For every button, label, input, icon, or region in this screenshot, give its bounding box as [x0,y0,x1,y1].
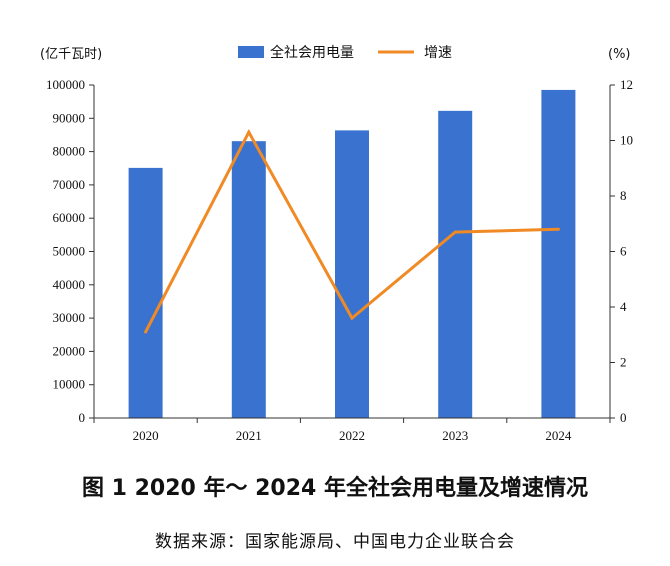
bar [335,130,369,419]
y-tick-label-right: 2 [620,355,627,370]
growth-point [144,330,148,334]
legend-label-bar: 全社会用电量 [270,44,354,61]
y-axis-left-label: (亿千瓦时) [40,47,102,62]
legend-label-line: 增速 [424,45,452,61]
y-tick-label-left: 80000 [53,144,86,159]
x-tick-label: 2024 [545,428,572,443]
y-tick-label-right: 12 [620,77,633,92]
bar [438,110,473,419]
data-source: 数据来源：国家能源局、中国电力企业联合会 [155,532,515,552]
plot-area: 0 10000 20000 30000 40000 50000 60000 70000 8000… [46,77,633,443]
growth-point [556,227,560,231]
legend: 全社会用电量 增速 [238,44,452,61]
y-tick-label-left: 50000 [53,244,86,259]
y-tick-label-left: 30000 [53,310,86,325]
x-tick-label: 2021 [236,428,262,443]
y-tick-label-right: 0 [620,410,627,425]
x-tick-label: 2020 [133,428,159,443]
y-tick-label-left: 60000 [53,210,86,225]
growth-point [350,316,354,320]
y-tick-label-left: 0 [79,410,86,425]
y-tick-label-left: 70000 [53,177,86,192]
chart: (亿千瓦时) (%) 全社会用电量 增速 0100002000030000400… [40,44,633,443]
figure-caption: 图 1 2020 年～ 2024 年全社会用电量及增速情况 [81,476,589,501]
x-tick-label: 2022 [339,428,365,443]
y-tick-label-left: 40000 [53,277,86,292]
y-tick-label-left: 10000 [53,377,86,392]
bar [541,89,576,418]
y-tick-label-right: 4 [620,299,627,314]
y-tick-label-right: 6 [620,244,627,259]
y-axis-right-label: (%) [608,47,631,62]
bar [231,141,266,418]
y-tick-label-right: 8 [620,188,627,203]
y-tick-label-left: 90000 [53,110,86,125]
bar [128,167,163,418]
growth-point [247,130,251,134]
y-tick-label-left: 20000 [53,343,86,358]
x-tick-label: 2023 [442,428,468,443]
legend-swatch-bar [238,46,264,58]
y-tick-label-left: 100000 [46,77,85,92]
growth-point [453,230,457,234]
y-tick-label-right: 10 [620,133,633,148]
